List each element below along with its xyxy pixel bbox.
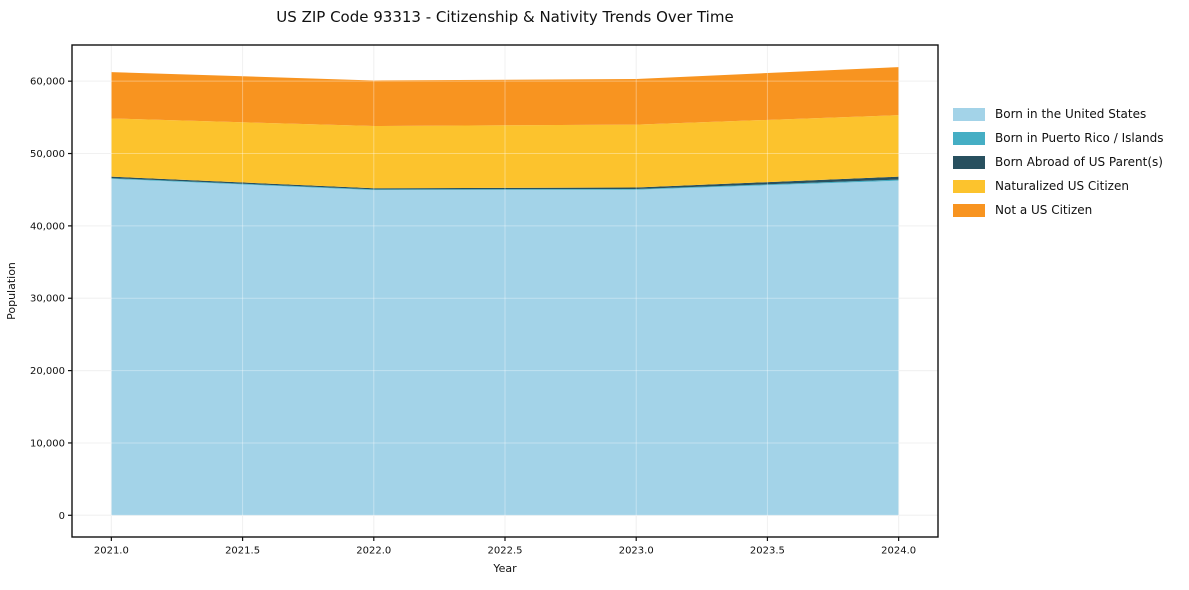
svg-text:2023.0: 2023.0 <box>619 546 654 557</box>
svg-text:60,000: 60,000 <box>30 77 65 88</box>
svg-text:0: 0 <box>59 511 65 522</box>
svg-text:2022.5: 2022.5 <box>488 546 523 557</box>
chart-title: US ZIP Code 93313 - Citizenship & Nativi… <box>276 8 734 26</box>
legend-item: Born Abroad of US Parent(s) <box>953 150 1164 174</box>
legend-item: Born in the United States <box>953 102 1164 126</box>
svg-text:50,000: 50,000 <box>30 149 65 160</box>
svg-text:20,000: 20,000 <box>30 366 65 377</box>
svg-text:Year: Year <box>492 562 517 575</box>
svg-text:10,000: 10,000 <box>30 438 65 449</box>
svg-text:2023.5: 2023.5 <box>750 546 785 557</box>
svg-text:2021.5: 2021.5 <box>225 546 260 557</box>
svg-text:2021.0: 2021.0 <box>94 546 129 557</box>
chart-legend: Born in the United States Born in Puerto… <box>953 102 1164 222</box>
legend-swatch <box>953 203 985 217</box>
legend-swatch <box>953 179 985 193</box>
svg-text:2022.0: 2022.0 <box>356 546 391 557</box>
legend-label: Born in the United States <box>995 107 1147 121</box>
svg-text:30,000: 30,000 <box>30 294 65 305</box>
legend-label: Born in Puerto Rico / Islands <box>995 131 1164 145</box>
legend-label: Not a US Citizen <box>995 203 1093 217</box>
legend-swatch <box>953 131 985 145</box>
legend-item: Not a US Citizen <box>953 198 1164 222</box>
svg-text:2024.0: 2024.0 <box>881 546 916 557</box>
legend-swatch <box>953 155 985 169</box>
legend-item: Naturalized US Citizen <box>953 174 1164 198</box>
legend-swatch <box>953 107 985 121</box>
legend-item: Born in Puerto Rico / Islands <box>953 126 1164 150</box>
svg-text:Population: Population <box>5 262 18 320</box>
svg-text:40,000: 40,000 <box>30 221 65 232</box>
legend-label: Born Abroad of US Parent(s) <box>995 155 1163 169</box>
legend-label: Naturalized US Citizen <box>995 179 1129 193</box>
